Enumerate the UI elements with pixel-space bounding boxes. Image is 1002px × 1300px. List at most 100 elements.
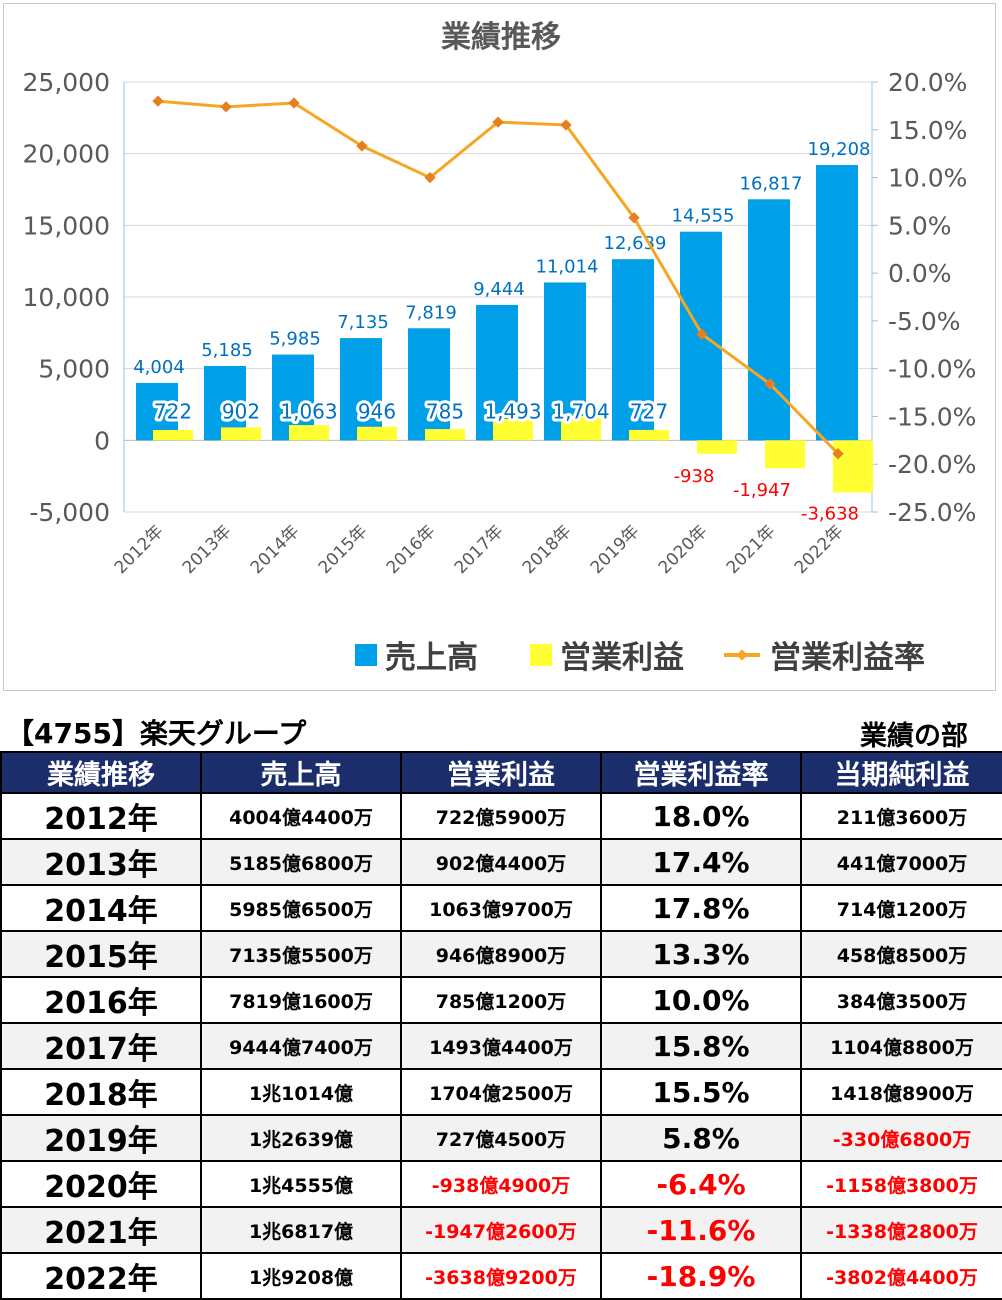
legend-sales-swatch [355,643,377,666]
x-tick-label: 2015年 [315,521,372,578]
legend-sales-label: 売上高 [385,640,478,676]
table-row: 2022年 1兆9208億 -3638億9200万 -18.9% -3802億4400万 [0,1252,1002,1300]
cell-sales: 4004億4400万 [200,792,402,840]
cell-year: 2020年 [0,1160,202,1208]
x-tick-label: 2022年 [791,521,848,578]
y-right-tick-label: 20.0% [888,68,967,97]
sales-data-label: 19,208 [808,139,871,160]
bar-sales [816,165,858,441]
cell-operating-profit: -3638億9200万 [400,1252,602,1300]
cell-operating-margin: 17.4% [600,838,802,886]
operating-profit-data-label: 785 [426,399,464,423]
cell-net-income: 211億3600万 [800,792,1002,840]
sales-data-label: 9,444 [473,279,525,300]
cell-year: 2019年 [0,1114,202,1162]
operating-margin-point [356,140,368,152]
table-row: 2012年 4004億4400万 722億5900万 18.0% 211億3600万 [0,792,1002,840]
legend-rate-swatch [724,648,760,661]
cell-sales: 1兆1014億 [200,1068,402,1116]
cell-operating-profit: 1493億4400万 [400,1022,602,1070]
cell-sales: 1兆4555億 [200,1160,402,1208]
y-right-tick-label: -5.0% [888,307,961,336]
legend-sales: 売上高 [355,632,478,677]
legend-rate-label: 営業利益率 [770,640,925,676]
sales-data-label: 7,819 [405,302,457,323]
cell-sales: 1兆2639億 [200,1114,402,1162]
cell-year: 2017年 [0,1022,202,1070]
x-tick-label: 2018年 [519,521,576,578]
table-row: 2020年 1兆4555億 -938億4900万 -6.4% -1158億3800万 [0,1160,1002,1208]
cell-year: 2015年 [0,930,202,978]
cell-operating-profit: 727億4500万 [400,1114,602,1162]
y-right-tick-label: 15.0% [888,116,967,145]
bar-operating-profit [833,440,873,493]
cell-sales: 1兆6817億 [200,1206,402,1254]
cell-operating-margin: -11.6% [600,1206,802,1254]
sales-data-label: 5,185 [201,340,253,361]
table-row: 2013年 5185億6800万 902億4400万 17.4% 441億7000万 [0,838,1002,886]
table-row: 2018年 1兆1014億 1704億2500万 15.5% 1418億8900万 [0,1068,1002,1116]
cell-year: 2014年 [0,884,202,932]
table-row: 2021年 1兆6817億 -1947億2600万 -11.6% -1338億2800万 [0,1206,1002,1254]
bar-operating-profit [357,426,397,441]
bar-operating-profit [493,418,533,441]
table-row: 2014年 5985億6500万 1063億9700万 17.8% 714億1200万 [0,884,1002,932]
bar-sales [408,328,450,441]
cell-sales: 1兆9208億 [200,1252,402,1300]
performance-table: 業績推移 売上高 営業利益 営業利益率 当期純利益 2012年 4004億4400… [0,751,1002,1300]
y-left-tick-label: 10,000 [23,283,110,312]
operating-margin-point [764,378,776,390]
cell-net-income: -1338億2800万 [800,1206,1002,1254]
cell-operating-margin: 10.0% [600,976,802,1024]
cell-year: 2013年 [0,838,202,886]
bar-sales [340,338,382,441]
x-tick-label: 2019年 [587,521,644,578]
section-title: 業績の部 [860,721,968,752]
x-tick-label: 2016年 [383,521,440,578]
y-left-tick-label: 25,000 [23,68,110,97]
cell-operating-margin: 15.8% [600,1022,802,1070]
cell-net-income: -330億6800万 [800,1114,1002,1162]
legend-rate: 営業利益率 [722,632,925,677]
cell-operating-margin: 17.8% [600,884,802,932]
operating-margin-point [696,328,708,340]
bar-operating-profit [289,425,329,441]
table-row: 2019年 1兆2639億 727億4500万 5.8% -330億6800万 [0,1114,1002,1162]
operating-profit-data-label: -938 [674,466,715,487]
x-tick-label: 2012年 [111,521,168,578]
cell-year: 2022年 [0,1252,202,1300]
cell-sales: 7135億5500万 [200,930,402,978]
y-left-tick-label: 20,000 [23,140,110,169]
x-tick-label: 2014年 [247,521,304,578]
cell-net-income: 458億8500万 [800,930,1002,978]
sales-data-label: 12,639 [604,233,667,254]
sales-data-label: 5,985 [269,329,321,350]
cell-operating-profit: -1947億2600万 [400,1206,602,1254]
sales-data-label: 4,004 [133,357,185,378]
cell-net-income: 714億1200万 [800,884,1002,932]
y-right-tick-label: -10.0% [888,355,976,384]
sales-data-label: 11,014 [536,256,599,277]
operating-margin-point [832,448,844,460]
bar-operating-profit [697,440,737,454]
cell-net-income: 384億3500万 [800,976,1002,1024]
bar-operating-profit [153,429,193,441]
y-right-tick-label: 10.0% [888,164,967,193]
cell-sales: 5185億6800万 [200,838,402,886]
x-tick-label: 2013年 [179,521,236,578]
sales-data-label: 16,817 [740,173,803,194]
cell-year: 2016年 [0,976,202,1024]
operating-profit-data-label: -1,947 [733,480,791,501]
legend-op-swatch [530,643,552,666]
table-header-row: 業績推移 売上高 営業利益 営業利益率 当期純利益 [0,751,1002,794]
y-right-tick-label: 5.0% [888,211,952,240]
company-title: 【4755】楽天グループ [6,717,307,750]
bar-sales [748,199,790,441]
cell-sales: 7819億1600万 [200,976,402,1024]
sales-data-label: 14,555 [672,206,735,227]
table-row: 2015年 7135億5500万 946億8900万 13.3% 458億8500万 [0,930,1002,978]
cell-operating-profit: 902億4400万 [400,838,602,886]
cell-net-income: 441億7000万 [800,838,1002,886]
cell-operating-profit: 1063億9700万 [400,884,602,932]
chart-title: 業績推移 [441,20,561,55]
